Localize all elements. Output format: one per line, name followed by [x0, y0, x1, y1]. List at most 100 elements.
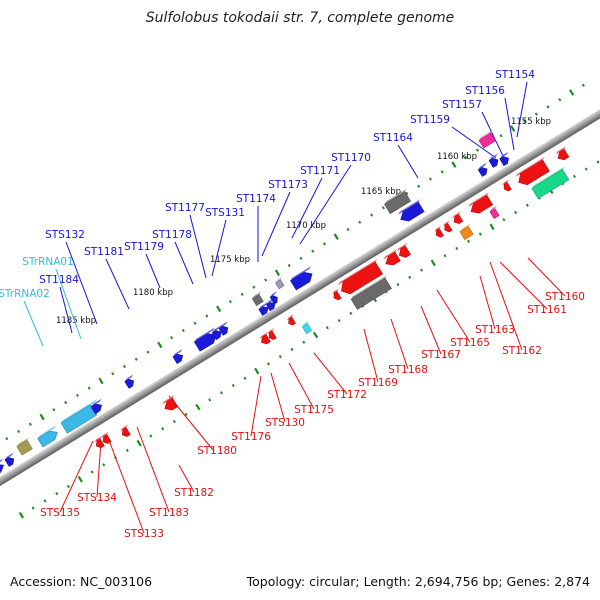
upper-tick — [17, 429, 21, 434]
gene-box-top — [252, 291, 261, 299]
gene-arrow-body — [211, 330, 222, 340]
gene-features — [0, 130, 570, 474]
gene-arrow-top — [501, 179, 509, 186]
scale-label: 1155 kbp — [511, 117, 551, 127]
gene-arrow-top — [100, 431, 109, 439]
gene-label-st1162: ST1162 — [502, 345, 542, 357]
lower-tick — [266, 362, 271, 366]
gene-box — [350, 275, 392, 310]
gene-box-top — [302, 320, 310, 327]
gene-arrow — [4, 452, 15, 467]
gene-box — [459, 223, 474, 240]
gene-label-st1170: ST1170 — [331, 152, 371, 164]
upper-tick — [405, 191, 409, 196]
gene-arrow — [193, 327, 217, 352]
leader-st1176 — [250, 375, 262, 437]
gene-arrow-body — [268, 330, 277, 341]
gene-arrow-top — [0, 458, 4, 463]
gene-box-top — [459, 223, 471, 232]
upper-tick — [170, 336, 174, 340]
lower-tick — [325, 326, 329, 330]
leader-st1167 — [420, 305, 442, 355]
leader-st1178 — [174, 241, 194, 285]
gene-box-top — [384, 188, 407, 205]
gene-arrow-body — [557, 148, 570, 161]
gene-label-sts130: STS130 — [265, 417, 305, 429]
gene-label-sts131: STS131 — [205, 207, 245, 219]
gene-arrow-top — [499, 151, 509, 159]
upper-tick — [523, 119, 527, 123]
upper-tick — [381, 206, 385, 210]
gene-arrow-top — [258, 301, 269, 310]
gene-label-st1180: ST1180 — [197, 445, 237, 457]
leader-st1171 — [291, 177, 323, 239]
lower-tick — [502, 218, 506, 222]
gene-arrow-top — [91, 398, 102, 407]
gene-arrow — [383, 249, 401, 266]
gene-arrow-top — [194, 327, 215, 342]
lower-tick — [161, 427, 165, 431]
gene-box-body — [384, 191, 412, 215]
gene-arrow — [172, 349, 184, 364]
scale-ticks — [5, 83, 600, 519]
gene-arrow-body — [4, 457, 15, 467]
gene-arrow — [442, 220, 453, 233]
upper-tick — [287, 263, 291, 268]
lower-tick — [77, 475, 83, 483]
lower-tick — [55, 492, 59, 496]
lower-tick — [478, 232, 482, 236]
gene-label-st1159: ST1159 — [410, 114, 450, 126]
scale-label: 1180 kbp — [133, 288, 173, 298]
gene-arrow-top — [337, 259, 378, 286]
gene-arrow — [477, 162, 488, 177]
gene-arrow-top — [442, 220, 450, 227]
upper-tick — [5, 436, 9, 441]
gene-arrow-body — [172, 353, 184, 364]
lower-tick — [219, 391, 223, 395]
lower-tick — [31, 506, 35, 510]
gene-arrow-top — [218, 321, 228, 329]
leader-st1161 — [499, 261, 548, 310]
gene-label-st1173: ST1173 — [268, 179, 308, 191]
gene-box-top — [489, 205, 497, 212]
upper-tick — [264, 278, 268, 282]
lower-tick — [443, 254, 447, 258]
upper-tick — [39, 413, 45, 421]
gene-arrow-top — [451, 211, 461, 219]
gene-box-body — [489, 208, 500, 220]
lower-tick — [195, 403, 201, 411]
leader-st1173 — [261, 191, 291, 257]
upper-tick — [111, 372, 115, 376]
gene-box — [301, 320, 313, 334]
gene-arrow-body — [435, 228, 444, 238]
gene-arrow-body — [290, 271, 313, 291]
leader-st1164 — [397, 144, 419, 179]
gene-label-st1178: ST1178 — [152, 229, 192, 241]
leader-st1168 — [390, 318, 409, 370]
upper-tick — [64, 400, 68, 405]
gene-label-st1157: ST1157 — [442, 99, 482, 111]
gene-arrow-body — [164, 397, 179, 411]
leader-strrna02 — [23, 300, 44, 347]
lower-tick — [102, 463, 106, 467]
gene-arrow — [258, 301, 269, 316]
lower-tick — [572, 174, 576, 179]
gene-label-st1174: ST1174 — [236, 193, 276, 205]
lower-tick — [596, 160, 600, 164]
gene-arrow — [218, 321, 229, 336]
gene-arrow-top — [396, 243, 408, 252]
gene-label-st1183: ST1183 — [149, 507, 189, 519]
leader-st1175 — [288, 362, 315, 410]
rna-feature-body — [37, 430, 58, 448]
gene-arrow — [501, 179, 512, 192]
gene-label-strrna01: STrRNA01 — [22, 256, 74, 268]
gene-label-st1177: ST1177 — [165, 202, 205, 214]
gene-label-st1184: ST1184 — [39, 274, 79, 286]
gene-label-sts133: STS133 — [124, 528, 164, 540]
gene-arrow-body — [470, 195, 494, 214]
leader-sts133 — [106, 434, 145, 534]
gene-label-st1161: ST1161 — [527, 304, 567, 316]
lower-tick — [231, 383, 235, 388]
upper-tick — [252, 285, 256, 289]
upper-tick — [370, 213, 374, 217]
